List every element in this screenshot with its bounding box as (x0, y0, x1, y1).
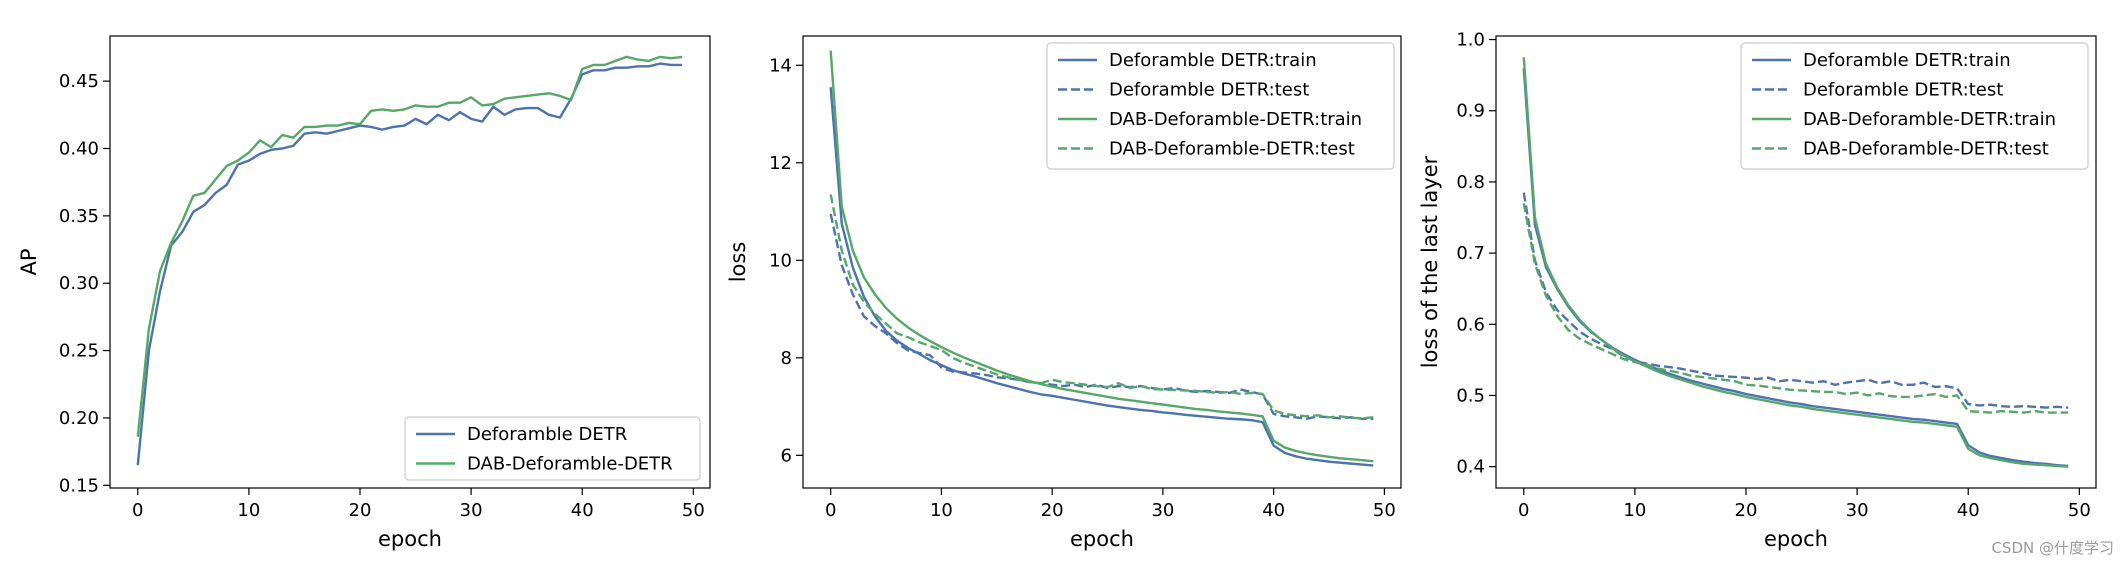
x-tick-label: 10 (1623, 500, 1646, 521)
x-tick-label: 40 (1957, 500, 1980, 521)
y-tick-label: 0.30 (59, 273, 99, 294)
last-layer-loss-chart-panel: 0 10 20 30 40 50 0.4 0.5 0.6 0.7 0.8 0.9 1.0 epoch los… (1418, 30, 2097, 551)
axes-frame (1495, 35, 2097, 489)
loss-chart-panel: 0 10 20 30 40 50 6 8 10 12 14 epoch loss Deforamble D… (726, 35, 1402, 551)
x-tick-label: 30 (1846, 500, 1869, 521)
legend-label: Deforamble DETR (467, 424, 627, 445)
y-axis-ticks: 6 8 10 12 14 (769, 55, 803, 466)
y-tick-label: 6 (781, 445, 792, 466)
x-tick-label: 40 (571, 500, 594, 521)
y-tick-label: 1.0 (1456, 30, 1485, 51)
x-tick-label: 0 (132, 500, 143, 521)
y-tick-label: 0.35 (59, 206, 99, 227)
series-line-2 (136, 55, 683, 437)
y-axis-label: loss (726, 242, 750, 283)
legend: Deforamble DETR DAB-Deforamble-DETR (404, 416, 701, 481)
series-lines (1522, 57, 2069, 468)
x-tick-label: 50 (682, 500, 705, 521)
series-line-2 (829, 213, 1374, 420)
series-line-4 (829, 194, 1374, 420)
x-tick-label: 10 (237, 500, 260, 521)
y-tick-label: 10 (769, 250, 792, 271)
legend-label: Deforamble DETR:train (1803, 50, 2011, 71)
legend-label: Deforamble DETR:train (1109, 50, 1317, 71)
series-line-3 (1522, 57, 2069, 468)
series-line-4 (1522, 203, 2069, 414)
series-line-2 (1522, 192, 2069, 409)
y-tick-label: 12 (769, 153, 792, 174)
legend-box (1740, 42, 2089, 170)
legend-label: DAB-Deforamble-DETR:train (1109, 109, 1362, 130)
legend-label: DAB-Deforamble-DETR (467, 454, 673, 475)
y-tick-label: 0.4 (1456, 457, 1485, 478)
y-tick-label: 14 (769, 55, 792, 76)
legend: Deforamble DETR:train Deforamble DETR:tes… (1740, 42, 2089, 170)
series-lines (136, 55, 683, 466)
series-line-1 (829, 87, 1374, 467)
x-tick-label: 10 (930, 500, 953, 521)
x-tick-label: 30 (460, 500, 483, 521)
x-tick-label: 50 (1373, 500, 1396, 521)
x-axis-ticks: 0 10 20 30 40 50 (1518, 488, 2091, 521)
ap-chart-panel: 0 10 20 30 40 50 0.15 0.20 0.25 0.30 0.35 0.40 0.45 e… (17, 35, 711, 551)
legend-label: DAB-Deforamble-DETR:test (1803, 139, 2049, 160)
y-tick-label: 0.8 (1456, 172, 1485, 193)
y-tick-label: 0.40 (59, 138, 99, 159)
y-axis-ticks: 0.15 0.20 0.25 0.30 0.35 0.40 0.45 (59, 71, 110, 496)
x-tick-label: 20 (349, 500, 372, 521)
legend-box (404, 416, 701, 481)
series-lines (829, 50, 1374, 467)
y-tick-label: 0.20 (59, 408, 99, 429)
x-axis-label: epoch (1764, 527, 1828, 551)
legend-label: Deforamble DETR:test (1803, 80, 2003, 101)
y-tick-label: 8 (781, 348, 792, 369)
x-tick-label: 0 (825, 500, 836, 521)
x-tick-label: 20 (1041, 500, 1064, 521)
legend-label: Deforamble DETR:test (1109, 80, 1309, 101)
legend: Deforamble DETR:train Deforamble DETR:tes… (1046, 42, 1395, 170)
x-tick-label: 30 (1151, 500, 1174, 521)
y-tick-label: 0.5 (1456, 385, 1485, 406)
x-tick-label: 40 (1262, 500, 1285, 521)
legend-label: DAB-Deforamble-DETR:train (1803, 109, 2056, 130)
y-axis-label: AP (17, 248, 41, 275)
y-tick-label: 0.25 (59, 341, 99, 362)
x-tick-label: 0 (1518, 500, 1529, 521)
y-tick-label: 0.9 (1456, 101, 1485, 122)
watermark: CSDN @什度学习 (1991, 539, 2114, 557)
axes-frame (109, 35, 711, 489)
y-axis-label: loss of the last layer (1418, 155, 1442, 368)
x-tick-label: 20 (1735, 500, 1758, 521)
series-line-3 (829, 50, 1374, 463)
legend-label: DAB-Deforamble-DETR:test (1109, 139, 1355, 160)
legend-box (1046, 42, 1395, 170)
x-axis-label: epoch (1070, 527, 1134, 551)
x-tick-label: 50 (2068, 500, 2091, 521)
y-axis-ticks: 0.4 0.5 0.6 0.7 0.8 0.9 1.0 (1456, 30, 1496, 478)
y-tick-label: 0.6 (1456, 314, 1485, 335)
axes-frame (802, 35, 1402, 489)
y-tick-label: 0.7 (1456, 243, 1485, 264)
y-tick-label: 0.15 (59, 475, 99, 496)
x-axis-label: epoch (378, 527, 442, 551)
x-axis-ticks: 0 10 20 30 40 50 (132, 488, 705, 521)
x-axis-ticks: 0 10 20 30 40 50 (825, 488, 1396, 521)
y-tick-label: 0.45 (59, 71, 99, 92)
series-line-1 (136, 62, 683, 466)
